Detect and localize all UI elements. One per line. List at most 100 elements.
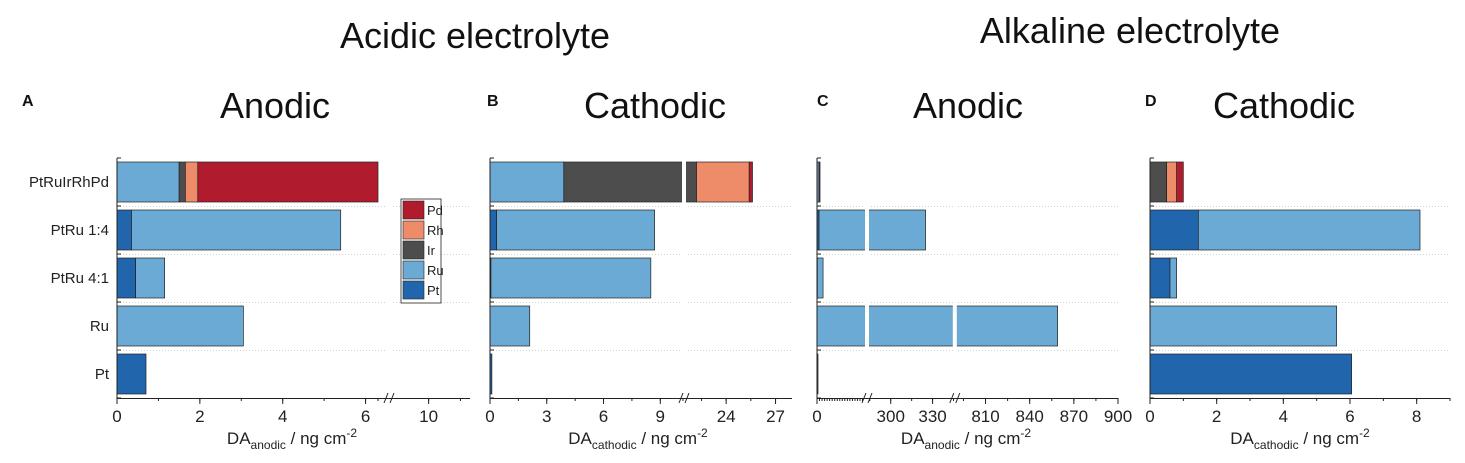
legend-swatch-pt	[402, 280, 425, 300]
category-label: Pt	[95, 366, 110, 383]
legend-swatch-ir	[402, 240, 425, 260]
category-label: PtRu 4:1	[51, 270, 109, 287]
bar-ptru-4-1-ru	[490, 257, 652, 299]
bar-ru-ru	[489, 305, 531, 347]
x-tick-label: 840	[1016, 407, 1044, 426]
axis-break-gap	[682, 158, 686, 398]
axis-break-mark	[678, 392, 684, 404]
x-tick-label: 6	[599, 407, 608, 426]
bar-ptru-4-1-ru	[135, 257, 165, 299]
bar-ptruirrhpd-pd	[818, 161, 821, 203]
bar-pt-pt	[1149, 353, 1353, 395]
x-tick-label: 9	[656, 407, 665, 426]
category-label: PtRuIrRhPd	[29, 174, 109, 191]
bar-ptru-1-4-ru	[818, 209, 926, 251]
x-tick-label: 3	[542, 407, 551, 426]
category-label: Ru	[90, 318, 109, 335]
panel-title-c: Anodic	[913, 85, 1023, 126]
panel-letter-d: D	[1145, 93, 1157, 110]
legend-swatch-rh	[402, 220, 425, 240]
bar-ru-ru	[816, 305, 1059, 347]
bar-ptruirrhpd-ru	[116, 161, 180, 203]
bar-ptruirrhpd-ir	[563, 161, 697, 203]
axis-break-mark	[684, 392, 690, 404]
legend-label-ir: Ir	[427, 243, 436, 258]
x-tick-label: 6	[1345, 407, 1354, 426]
panel-letter-b: B	[487, 93, 499, 110]
panel-d: 0 2 4 6 8	[1145, 157, 1451, 426]
legend-label-ru: Ru	[427, 263, 444, 278]
bar-ptruirrhpd-ir	[178, 161, 186, 203]
x-tick-label: 0	[112, 407, 121, 426]
legend-label-rh: Rh	[427, 223, 444, 238]
panel-c: 0 300 330 810 840 870 900	[812, 157, 1132, 426]
axis-break-gap	[387, 158, 391, 398]
bar-ptru-4-1-pt	[116, 257, 136, 299]
panel-title-a: Anodic	[220, 85, 330, 126]
group-title-acidic: Acidic electrolyte	[340, 15, 610, 56]
x-axis-label-b: DAcathodic / ng cm-2	[568, 426, 708, 452]
bar-ptruirrhpd-ir	[1149, 161, 1168, 203]
axis-break-mark	[949, 392, 955, 404]
bar-ptru-4-1-pt	[1149, 257, 1171, 299]
panel-letter-a: A	[22, 93, 34, 110]
bar-ptruirrhpd-ru	[489, 161, 565, 203]
panel-letter-c: C	[817, 93, 829, 110]
panel-b: 0 3 6 9 24 27	[485, 157, 792, 426]
axis-break-gap	[865, 158, 869, 398]
panel-title-d: Cathodic	[1213, 85, 1355, 126]
bar-pt-pt	[116, 353, 147, 395]
bar-ptru-1-4-ru	[496, 209, 655, 251]
axis-break-mark	[389, 392, 395, 404]
bar-ptru-1-4-pt	[116, 209, 132, 251]
x-tick-label: 10	[419, 407, 438, 426]
bar-ru-ru	[116, 305, 244, 347]
axis-break-mark	[867, 392, 873, 404]
x-tick-label: 900	[1104, 407, 1132, 426]
axis-break-mark	[955, 392, 961, 404]
x-tick-label: 8	[1412, 407, 1421, 426]
bar-ptru-4-1-ru	[816, 257, 824, 299]
x-tick-label: 870	[1060, 407, 1088, 426]
x-tick-label: 27	[766, 407, 785, 426]
x-tick-label: 6	[361, 407, 370, 426]
bar-ptruirrhpd-rh	[696, 161, 750, 203]
x-tick-label: 0	[812, 407, 821, 426]
panel-title-b: Cathodic	[584, 85, 726, 126]
legend-label-pd: Pd	[427, 203, 443, 218]
axis-break-mark	[861, 392, 867, 404]
bar-ptru-1-4-ru	[131, 209, 342, 251]
x-tick-label: 4	[278, 407, 287, 426]
bar-ptruirrhpd-pd	[748, 161, 753, 203]
x-tick-label: 0	[485, 407, 494, 426]
legend-swatch-ru	[402, 260, 425, 280]
legend: Pd Rh Ir Ru Pt	[400, 198, 444, 304]
x-axis-label-c: DAanodic / ng cm-2	[901, 426, 1031, 452]
bar-ptru-4-1-ru	[1169, 257, 1178, 299]
bar-ptruirrhpd-rh	[1166, 161, 1178, 203]
legend-label-pt: Pt	[427, 283, 440, 298]
group-title-alkaline: Alkaline electrolyte	[980, 10, 1280, 51]
bar-ptruirrhpd-rh	[185, 161, 199, 203]
bar-ru-ru	[1149, 305, 1338, 347]
x-tick-label: 300	[877, 407, 905, 426]
x-tick-label: 810	[971, 407, 999, 426]
x-tick-label: 4	[1279, 407, 1288, 426]
x-axis-label-a: DAanodic / ng cm-2	[227, 426, 357, 452]
x-axis-label-d: DAcathodic / ng cm-2	[1230, 426, 1370, 452]
legend-swatch-pd	[402, 200, 425, 220]
x-tick-label: 2	[195, 407, 204, 426]
axis-break-gap	[952, 158, 957, 398]
bar-ptru-1-4-pt	[1149, 209, 1199, 251]
x-tick-label: 2	[1212, 407, 1221, 426]
bar-ptruirrhpd-pd	[1176, 161, 1184, 203]
x-tick-label: 330	[918, 407, 946, 426]
bar-ptruirrhpd-pd	[197, 161, 379, 203]
category-label: PtRu 1:4	[51, 222, 109, 239]
axis-break-mark	[383, 392, 389, 404]
bar-ptru-1-4-ru	[1197, 209, 1421, 251]
x-tick-label: 24	[717, 407, 736, 426]
